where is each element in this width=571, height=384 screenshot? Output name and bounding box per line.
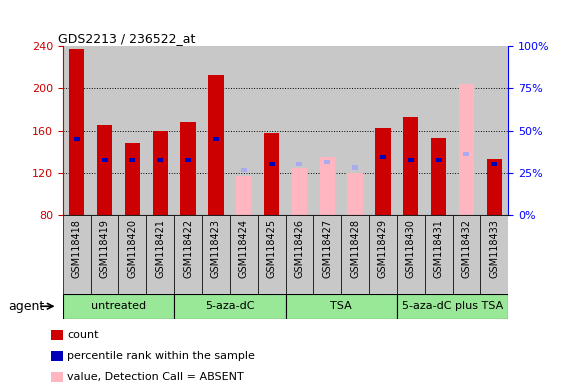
Text: GSM118431: GSM118431 — [433, 219, 444, 278]
Text: GSM118428: GSM118428 — [350, 219, 360, 278]
Bar — [459, 84, 474, 215]
Bar — [230, 46, 258, 215]
Text: GSM118424: GSM118424 — [239, 219, 249, 278]
Bar — [397, 294, 508, 319]
Text: GSM118423: GSM118423 — [211, 219, 221, 278]
Text: 5-aza-dC: 5-aza-dC — [205, 301, 255, 311]
Bar — [185, 158, 191, 162]
Bar — [146, 46, 174, 215]
Bar — [425, 215, 452, 294]
Bar — [464, 152, 469, 156]
Bar — [397, 46, 425, 215]
Bar — [403, 117, 419, 215]
Text: GSM118427: GSM118427 — [322, 219, 332, 278]
Bar — [180, 122, 196, 215]
Bar — [453, 46, 480, 215]
Text: TSA: TSA — [330, 301, 352, 311]
Bar — [292, 167, 307, 215]
Text: GSM118420: GSM118420 — [127, 219, 138, 278]
Bar — [91, 215, 119, 294]
Bar — [202, 215, 230, 294]
Bar — [130, 158, 135, 162]
Bar — [241, 167, 247, 172]
Bar — [436, 158, 441, 162]
Bar — [380, 155, 386, 159]
Text: agent: agent — [9, 300, 45, 313]
Text: GSM118433: GSM118433 — [489, 219, 499, 278]
Bar — [347, 173, 363, 215]
Text: GSM118425: GSM118425 — [267, 219, 276, 278]
Text: GSM118426: GSM118426 — [295, 219, 304, 278]
Bar — [74, 137, 80, 141]
Bar — [63, 215, 91, 294]
Bar — [286, 294, 397, 319]
Bar — [341, 46, 369, 215]
Bar — [258, 46, 286, 215]
Bar — [213, 137, 219, 141]
Bar — [375, 128, 391, 215]
Text: GSM118429: GSM118429 — [378, 219, 388, 278]
Bar — [119, 46, 146, 215]
Bar — [202, 46, 230, 215]
Bar — [91, 46, 119, 215]
Bar — [425, 46, 452, 215]
Bar — [320, 157, 335, 215]
Text: GDS2213 / 236522_at: GDS2213 / 236522_at — [58, 32, 196, 45]
Text: GSM118419: GSM118419 — [99, 219, 110, 278]
Bar — [397, 215, 425, 294]
Text: GSM118418: GSM118418 — [72, 219, 82, 278]
Text: value, Detection Call = ABSENT: value, Detection Call = ABSENT — [67, 372, 244, 382]
Bar — [152, 131, 168, 215]
Bar — [431, 138, 447, 215]
Bar — [119, 215, 146, 294]
Bar — [51, 372, 63, 382]
Text: GSM118430: GSM118430 — [406, 219, 416, 278]
Text: 5-aza-dC plus TSA: 5-aza-dC plus TSA — [402, 301, 503, 311]
Text: GSM118422: GSM118422 — [183, 219, 193, 278]
Bar — [157, 158, 163, 162]
Bar — [146, 215, 174, 294]
Text: percentile rank within the sample: percentile rank within the sample — [67, 351, 255, 361]
Bar — [174, 294, 286, 319]
Bar — [286, 46, 313, 215]
Bar — [408, 158, 414, 162]
Bar — [369, 46, 397, 215]
Bar — [97, 125, 112, 215]
Bar — [480, 46, 508, 215]
Bar — [258, 215, 286, 294]
Bar — [341, 215, 369, 294]
Bar — [486, 159, 502, 215]
Bar — [296, 162, 303, 167]
Bar — [69, 49, 85, 215]
Bar — [236, 176, 251, 215]
Bar — [286, 215, 313, 294]
Text: GSM118421: GSM118421 — [155, 219, 165, 278]
Bar — [491, 162, 497, 167]
Text: count: count — [67, 330, 99, 340]
Bar — [264, 132, 279, 215]
Bar — [480, 215, 508, 294]
Bar — [124, 143, 140, 215]
Bar — [174, 46, 202, 215]
Text: untreated: untreated — [91, 301, 146, 311]
Bar — [63, 294, 174, 319]
Bar — [102, 158, 107, 162]
Bar — [453, 215, 480, 294]
Bar — [313, 46, 341, 215]
Bar — [230, 215, 258, 294]
Bar — [313, 215, 341, 294]
Bar — [324, 160, 330, 164]
Bar — [268, 162, 275, 167]
Bar — [51, 330, 63, 340]
Bar — [369, 215, 397, 294]
Bar — [208, 74, 224, 215]
Text: GSM118432: GSM118432 — [461, 219, 472, 278]
Bar — [174, 215, 202, 294]
Bar — [51, 351, 63, 361]
Bar — [63, 46, 91, 215]
Bar — [352, 166, 358, 170]
